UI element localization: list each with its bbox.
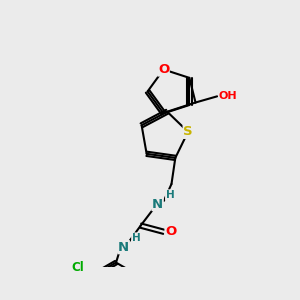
Text: N: N [152,198,163,211]
Text: O: O [165,225,176,238]
Text: S: S [183,125,193,138]
Text: O: O [158,63,169,76]
Text: H: H [166,190,174,200]
Text: H: H [132,233,140,243]
Text: Cl: Cl [72,261,85,274]
Text: N: N [118,241,129,254]
Text: OH: OH [219,91,237,101]
